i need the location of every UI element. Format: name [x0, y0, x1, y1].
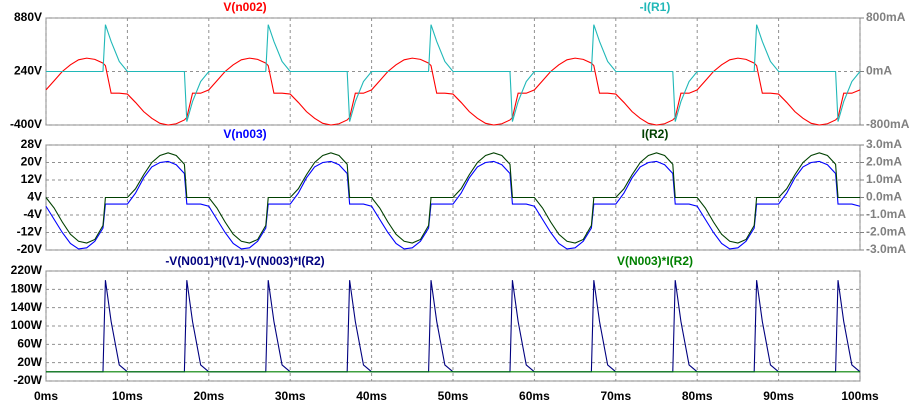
- y-tick-label: 240V: [14, 64, 42, 78]
- legend-entry: V(n002): [223, 0, 266, 14]
- y-tick-label: 20V: [21, 155, 42, 169]
- trace: [45, 152, 860, 244]
- y-tick-label: 4V: [27, 190, 42, 204]
- x-tick-label: 80ms: [682, 389, 713, 403]
- y-tick-label: 220W: [11, 263, 43, 277]
- trace: [46, 24, 861, 122]
- y2-tick-label: 2.0mA: [866, 155, 902, 169]
- y2-tick-label: -1.0mA: [866, 207, 906, 221]
- y-tick-label: 28V: [21, 137, 42, 151]
- y2-tick-label: 0mA: [866, 64, 892, 78]
- trace: [45, 57, 861, 126]
- y-tick-label: 100W: [11, 318, 43, 332]
- x-tick-label: 70ms: [600, 389, 631, 403]
- y2-tick-label: -2.0mA: [866, 225, 906, 239]
- y-tick-label: -20V: [17, 242, 42, 256]
- x-tick-label: 60ms: [519, 389, 550, 403]
- x-tick-label: 30ms: [275, 389, 306, 403]
- x-tick-label: 100ms: [841, 389, 879, 403]
- x-tick-label: 40ms: [356, 389, 387, 403]
- x-tick-label: 0ms: [34, 389, 58, 403]
- y-tick-label: 60W: [17, 337, 42, 351]
- y-tick-label: -20W: [13, 373, 42, 387]
- x-tick-label: 10ms: [112, 389, 143, 403]
- y-tick-label: -400V: [10, 117, 42, 131]
- y-tick-label: 20W: [17, 355, 42, 369]
- x-tick-label: 90ms: [763, 389, 794, 403]
- x-tick-label: 20ms: [193, 389, 224, 403]
- legend-entry: -I(R1): [640, 0, 671, 14]
- y2-tick-label: 3.0mA: [866, 137, 902, 151]
- y2-tick-label: -800mA: [866, 117, 910, 131]
- y-tick-label: 180W: [11, 282, 43, 296]
- y2-tick-label: 1.0mA: [866, 172, 902, 186]
- legend-entry: -V(N001)*I(V1)-V(N003)*I(R2): [165, 254, 324, 268]
- y2-tick-label: 0.0mA: [866, 190, 902, 204]
- y2-tick-label: -3.0mA: [866, 242, 906, 256]
- legend-entry: V(n003): [223, 127, 266, 141]
- y-tick-label: -12V: [17, 225, 42, 239]
- y-tick-label: -4V: [23, 207, 42, 221]
- legend-entry: V(N003)*I(R2): [617, 254, 693, 268]
- y-tick-label: 880V: [14, 10, 42, 24]
- y2-tick-label: 800mA: [866, 10, 906, 24]
- legend-entry: I(R2): [642, 127, 669, 141]
- x-tick-label: 50ms: [438, 389, 469, 403]
- y-tick-label: 12V: [21, 172, 42, 186]
- y-tick-label: 140W: [11, 300, 43, 314]
- trace: [45, 160, 861, 250]
